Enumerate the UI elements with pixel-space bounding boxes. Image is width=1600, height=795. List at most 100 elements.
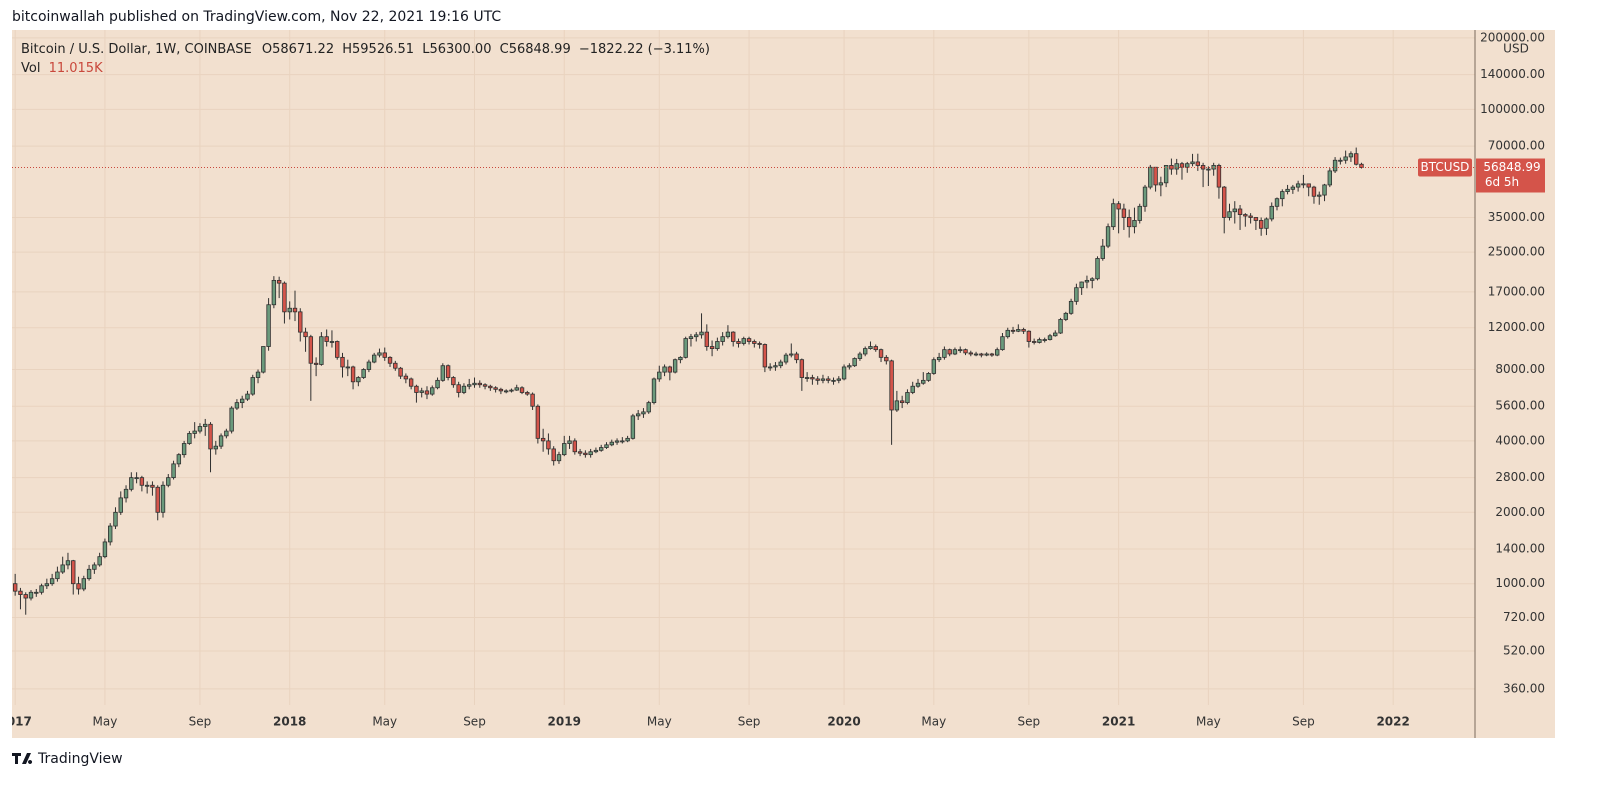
candle-body (1000, 336, 1005, 351)
candle-body (414, 385, 419, 393)
legend-value: 56848.99 (509, 42, 571, 57)
candle-body (1174, 163, 1179, 170)
candle-body (509, 389, 514, 392)
candle-body (752, 341, 757, 344)
candle-body (699, 331, 704, 336)
candle-body (1063, 312, 1069, 320)
candle-body (224, 430, 229, 437)
y-tick-label: 70000.00 (1488, 139, 1545, 153)
candle-body (704, 331, 710, 347)
legend: Bitcoin / U.S. Dollar, 1W, COINBASE O586… (21, 42, 710, 57)
candle-body (910, 385, 915, 393)
currency: USD (1503, 42, 1529, 56)
candle-body (1280, 191, 1285, 200)
candle-body (736, 341, 741, 344)
candle-body (435, 379, 440, 389)
candle-body (852, 358, 857, 367)
candle-body (319, 336, 324, 365)
candle-body (1079, 281, 1084, 289)
candle-body (1285, 188, 1290, 192)
candle-body (720, 336, 725, 342)
candle-body (134, 477, 139, 480)
brand-logo (12, 753, 33, 764)
y-tick-label: 12000.00 (1488, 320, 1545, 334)
candle-body (139, 477, 145, 486)
candle-body (203, 423, 208, 427)
candle-body (878, 349, 884, 358)
candle-body (1290, 186, 1296, 190)
candle-body (208, 423, 213, 450)
candle-body (123, 488, 129, 499)
candle-body (356, 377, 361, 383)
candle-body (366, 361, 372, 370)
x-tick-label: May (647, 715, 672, 729)
candle-body (630, 415, 636, 439)
candle-body (958, 349, 963, 352)
candle-body (931, 359, 937, 374)
candle-body (1053, 332, 1058, 337)
candle-body (445, 365, 451, 378)
candle-body (1306, 183, 1311, 188)
candle-body (308, 336, 314, 364)
y-tick-label: 2000.00 (1495, 505, 1545, 519)
candle-body (229, 407, 234, 432)
legend-label: Vol (21, 61, 40, 76)
candle-body (1274, 198, 1280, 207)
candle-body (1317, 194, 1322, 197)
legend-label: H (342, 42, 352, 57)
candle-body (213, 445, 218, 450)
candle-body (398, 367, 403, 377)
candle-body (599, 447, 604, 451)
candle-body (1142, 186, 1148, 207)
candle-body (1258, 220, 1264, 229)
candle-body (963, 349, 968, 354)
candle-body (905, 392, 910, 404)
y-tick-label: 100000.00 (1480, 102, 1545, 116)
candle-body (1026, 330, 1032, 342)
brand: TradingView (12, 751, 123, 767)
candle-body (102, 541, 108, 558)
candle-body (393, 362, 398, 369)
last-price-label: 56848.99 (1483, 160, 1540, 174)
candle-body (831, 379, 836, 382)
candle-body (28, 591, 34, 599)
candle-body (1148, 166, 1153, 188)
candle-body (1016, 329, 1021, 332)
candle-body (1185, 163, 1190, 168)
candle-body (181, 443, 187, 456)
legend-label: C (500, 42, 509, 57)
candle-body (97, 556, 102, 566)
candle-body (324, 336, 329, 342)
candle-body (430, 387, 435, 395)
candle-body (239, 398, 245, 404)
candle-body (440, 365, 446, 381)
candle-body (868, 346, 873, 349)
candle-body (709, 346, 715, 349)
candle-body (1047, 335, 1053, 340)
candle-body (731, 331, 736, 342)
candle-body (345, 366, 350, 369)
candle-body (947, 349, 952, 355)
legend-change: −1822.22 (−3.11%) (579, 42, 710, 57)
candle-body (1037, 339, 1042, 343)
candle-body (1232, 208, 1237, 213)
candle-body (1269, 205, 1274, 220)
candle-body (757, 343, 762, 345)
time-axis: 2017 May Sep 2018 May Sep 2019 May Sep 2020 May Sep… (12, 715, 1410, 729)
candle-body (1332, 159, 1338, 172)
ticker-tag (1418, 158, 1472, 177)
x-tick-label: Sep (463, 715, 486, 729)
candle-body (1095, 258, 1100, 280)
candle-body (144, 484, 150, 487)
y-tick-label: 200000.00 (1480, 30, 1545, 44)
candle-body (1105, 226, 1111, 247)
legend-value: 59526.51 (352, 42, 414, 57)
candle-body (303, 331, 308, 338)
candle-body (1005, 329, 1010, 338)
candle-body (456, 384, 461, 393)
legend-value: 11.015K (49, 61, 103, 76)
candle-body (55, 571, 60, 580)
candle-body (873, 346, 878, 351)
y-tick-label: 8000.00 (1495, 362, 1545, 376)
y-tick-label: 4000.00 (1495, 433, 1545, 447)
